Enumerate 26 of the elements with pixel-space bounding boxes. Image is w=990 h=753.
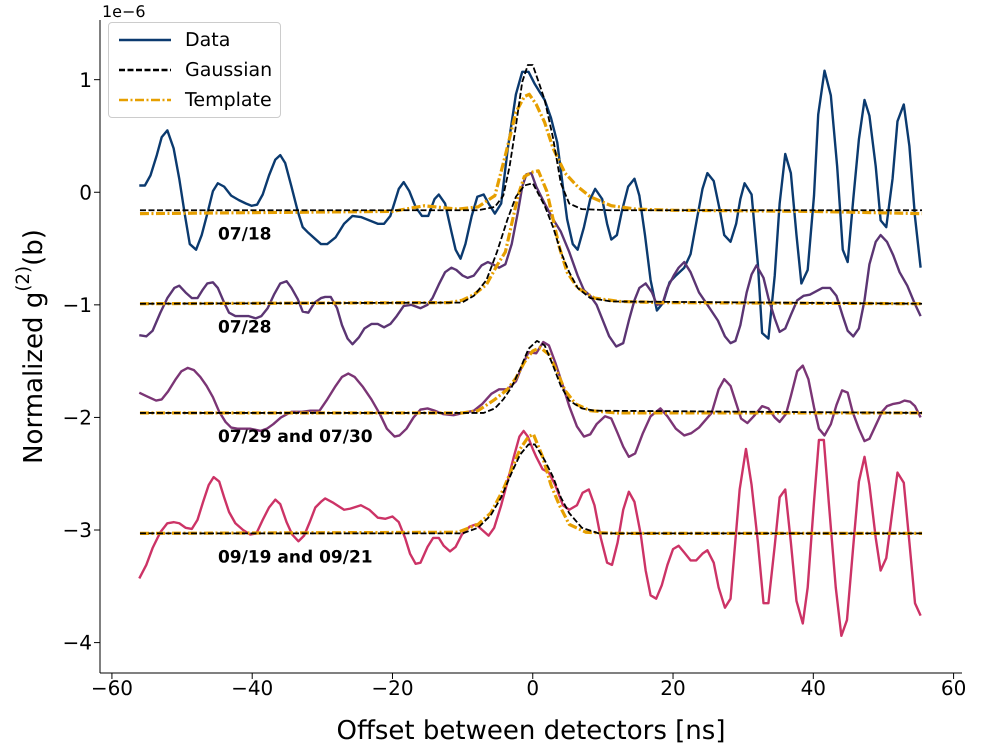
annotation: 07/18 [218,224,272,244]
annotation: 1e−6 [102,2,146,21]
x-tick-label: 20 [660,676,686,700]
legend-label: Gaussian [185,59,272,81]
annotation: 09/19 and 09/21 [218,547,373,568]
x-tick-label: 40 [800,676,826,700]
legend-label: Template [185,89,272,111]
y-tick-label: −2 [62,406,92,430]
y-tick-label: −3 [62,518,92,542]
y-tick-label: −1 [62,292,92,317]
annotation: 07/28 [218,318,272,338]
x-tick-label: 60 [940,676,966,700]
x-tick-label: −60 [90,676,134,700]
line-series [138,92,924,216]
y-tick-label: 1 [79,68,92,92]
x-tick-label: −20 [371,676,414,700]
line-series [138,430,922,638]
y-tick-label: −4 [62,630,92,655]
x-tick-label: 0 [526,676,540,700]
y-tick-label: 0 [79,180,92,204]
annotation: 07/29 and 07/30 [218,426,373,447]
line-series [138,340,922,458]
line-series [138,172,922,348]
legend-label: Data [185,29,230,51]
x-tick-label: −40 [231,676,274,700]
x-axis-title: Offset between detectors [ns] [336,716,726,746]
